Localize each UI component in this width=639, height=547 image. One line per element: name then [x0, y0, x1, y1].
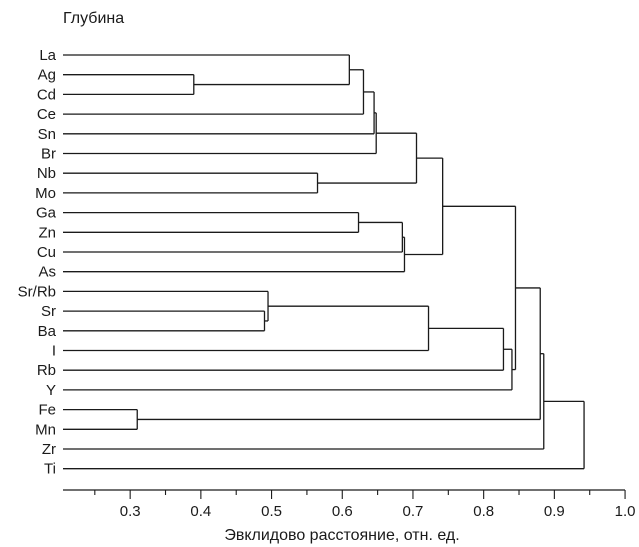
x-tick-label: 0.3	[120, 503, 141, 520]
chart-title: Глубина	[63, 10, 124, 27]
leaf-label: Cu	[37, 244, 56, 261]
leaf-label: Br	[41, 146, 56, 163]
x-tick-label: 0.4	[190, 503, 211, 520]
leaf-label: Fe	[38, 402, 56, 419]
x-tick-label: 0.9	[544, 503, 565, 520]
dendrogram-branches	[63, 54, 585, 470]
x-axis-ticks: 0.3 0.4 0.5 0.6 0.7 0.8 0.9 1.0	[94, 490, 636, 520]
leaf-label: Zn	[38, 224, 56, 241]
leaf-label: Ba	[38, 323, 57, 340]
leaf-label: Y	[46, 382, 56, 399]
leaf-label: Ag	[38, 67, 56, 84]
leaf-label: Mn	[35, 421, 56, 438]
leaf-label: Sr/Rb	[18, 283, 56, 300]
x-tick-label: 0.6	[332, 503, 353, 520]
leaf-label: Sr	[41, 303, 56, 320]
x-axis-label: Эвклидово расстояние, отн. ед.	[224, 527, 459, 544]
x-tick-label: 1.0	[615, 503, 636, 520]
leaf-label: Cd	[37, 86, 56, 103]
leaf-label: Mo	[35, 185, 56, 202]
leaf-label: Sn	[38, 126, 56, 143]
leaf-label: I	[52, 343, 56, 360]
leaf-label: Ti	[44, 461, 56, 478]
x-tick-label: 0.8	[473, 503, 494, 520]
x-tick-label: 0.5	[261, 503, 282, 520]
leaf-label: As	[38, 264, 56, 281]
leaf-label: La	[39, 47, 56, 64]
leaf-label: Rb	[37, 362, 56, 379]
leaf-label: Nb	[37, 165, 56, 182]
leaf-label: Ce	[37, 106, 56, 123]
leaf-labels: La Ag Cd Ce Sn Br Nb Mo Ga Zn Cu As Sr/Rb Sr Ba I Rb Y Fe M…	[18, 47, 57, 478]
leaf-label: Ga	[36, 205, 57, 222]
x-tick-label: 0.7	[403, 503, 424, 520]
leaf-label: Zr	[42, 441, 56, 458]
